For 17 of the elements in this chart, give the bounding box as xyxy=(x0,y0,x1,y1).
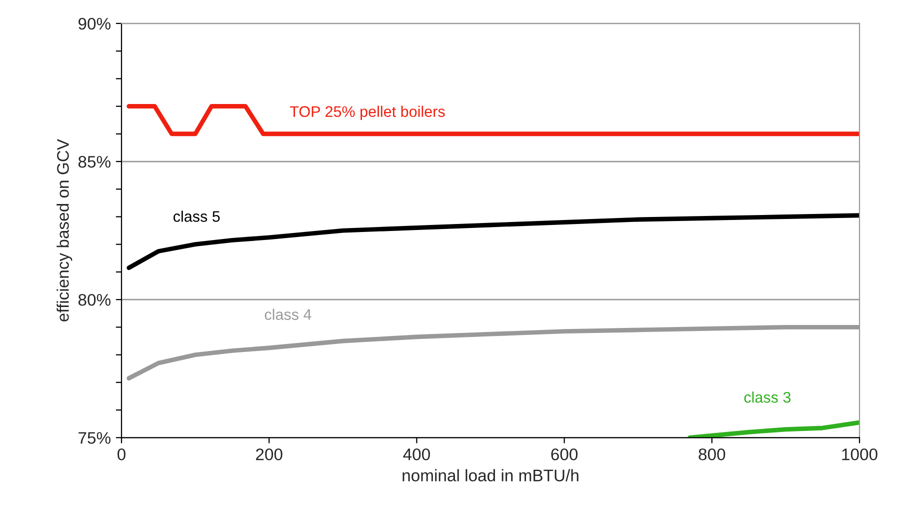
y-tick-label: 75% xyxy=(78,432,110,444)
y-axis-title: efficiency based on GCV xyxy=(56,139,72,322)
line-series xyxy=(688,420,860,438)
x-tick-label: 800 xyxy=(698,448,726,460)
x-tick-label: 600 xyxy=(551,448,578,460)
series-label: class 4 xyxy=(264,308,312,320)
series-label: class 5 xyxy=(174,210,220,222)
x-tick-label: 400 xyxy=(403,448,430,460)
y-tick-label: 80% xyxy=(78,294,110,306)
x-tick-label: 200 xyxy=(256,448,282,460)
y-tick-label: 85% xyxy=(78,156,110,168)
x-tick-label: 0 xyxy=(118,448,126,460)
x-tick-label: 1000 xyxy=(842,448,878,460)
series-label: class 3 xyxy=(744,392,791,403)
y-tick-label: 90% xyxy=(78,18,110,30)
series-label: TOP 25% pellet boilers xyxy=(290,106,445,120)
x-axis-title: nominal load in mBTU/h xyxy=(402,469,578,482)
